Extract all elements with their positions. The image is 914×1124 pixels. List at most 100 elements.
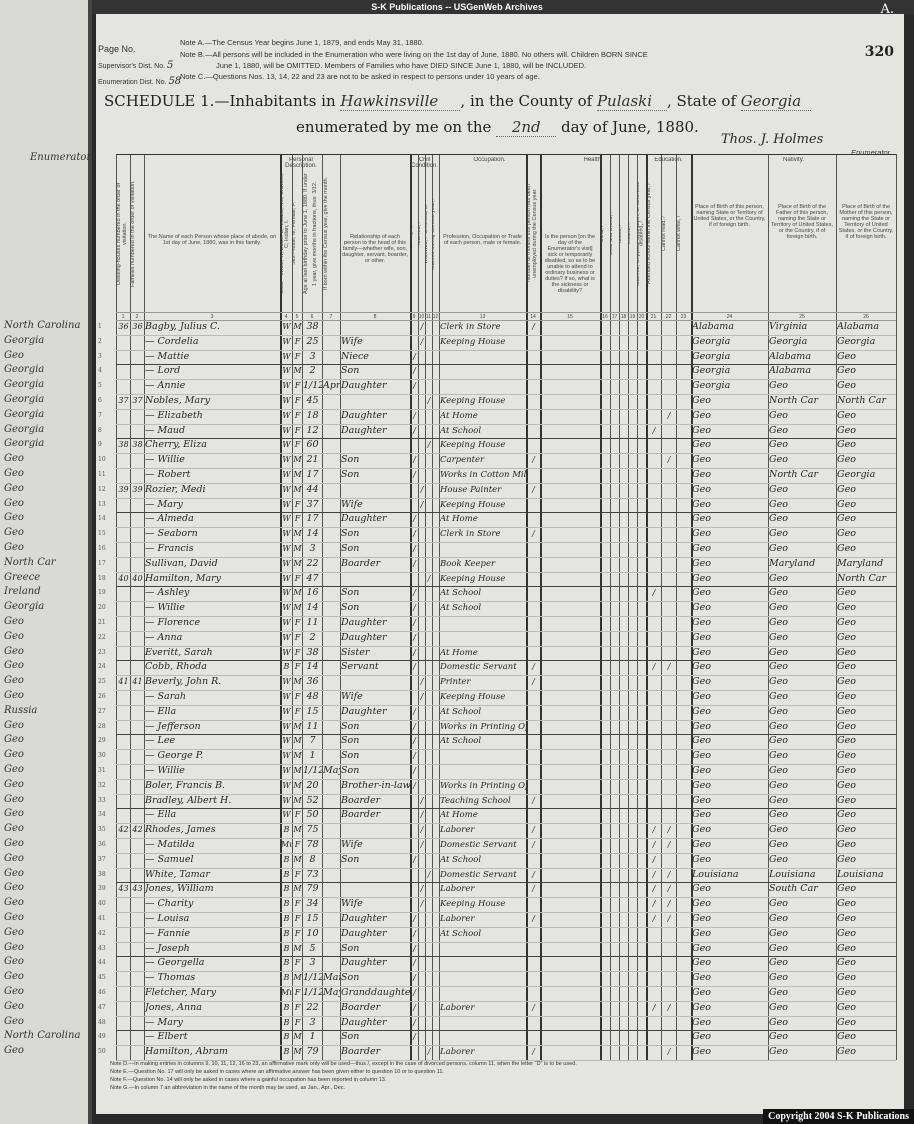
cell-col-13: At School xyxy=(440,588,482,599)
cell-col-21: / xyxy=(652,854,656,864)
left-facing-page: Enumerator. North Carolina Georgia Geo Geor… xyxy=(0,0,93,1124)
cell-col-14: / xyxy=(532,484,535,494)
cell-col-25: Geo xyxy=(769,824,788,836)
cell-col-6: 1/12 xyxy=(303,987,322,998)
cell-col-5: M xyxy=(293,1032,302,1042)
column-header-18: Idiotic, / xyxy=(619,224,623,243)
cell-col-3: — Francis xyxy=(145,543,194,554)
cell-col-26: Georgia xyxy=(837,335,876,347)
cell-col-3: — Mattie xyxy=(145,350,190,362)
cell-col-13: Keeping House xyxy=(440,573,506,584)
cell-col-8: Boarder xyxy=(341,557,381,569)
cell-col-26: Geo xyxy=(837,543,856,554)
cell-col-8: Sister xyxy=(341,646,370,658)
cell-col-4: W xyxy=(282,322,291,331)
cell-col-24: Geo xyxy=(692,735,711,747)
cell-col-26: Geo xyxy=(837,972,856,984)
cell-col-25: Geo xyxy=(769,409,788,421)
cell-col-9: / xyxy=(413,1002,416,1012)
row-number: 17 xyxy=(98,559,106,567)
cell-col-5: F xyxy=(294,381,301,391)
cell-col-4: W xyxy=(282,721,291,731)
cell-col-3: Bradley, Albert H. xyxy=(145,794,232,806)
column-divider xyxy=(144,154,145,1060)
cell-col-13: Domestic Servant xyxy=(440,840,517,850)
cell-col-24: Geo xyxy=(692,543,711,554)
cell-col-26: Geo xyxy=(837,1001,856,1013)
cell-col-24: Geo xyxy=(692,469,711,480)
enumerated-label: enumerated by me on the xyxy=(296,118,492,136)
cell-col-3: Beverly, John R. xyxy=(145,676,222,688)
cell-col-26: Geo xyxy=(837,424,856,436)
cell-col-8: Granddaughter xyxy=(341,987,410,998)
cell-col-9: / xyxy=(413,544,416,553)
cell-col-24: Geo xyxy=(692,898,711,910)
row-number: 33 xyxy=(98,796,106,804)
cell-col-6: 38 xyxy=(306,321,319,332)
cell-col-14: / xyxy=(532,322,535,331)
cell-col-5: M xyxy=(293,677,302,687)
cell-col-9: / xyxy=(413,410,416,420)
cell-col-6: 52 xyxy=(306,794,319,806)
cell-col-26: Geo xyxy=(837,1016,856,1028)
cell-col-4: W xyxy=(282,692,291,701)
left-page-entry: Geo xyxy=(4,468,24,479)
cell-col-4: W xyxy=(282,470,291,479)
row-number: 43 xyxy=(98,944,106,952)
cell-col-6: 50 xyxy=(306,809,319,821)
cell-col-8: Daughter xyxy=(341,1016,387,1028)
cell-col-4: W xyxy=(282,351,291,361)
cell-col-5: F xyxy=(294,573,301,583)
row-number: 37 xyxy=(98,855,106,863)
row-rule xyxy=(116,882,896,884)
cell-col-13: Clerk in Store xyxy=(440,322,501,332)
cell-col-25: Geo xyxy=(769,853,788,865)
cell-col-25: Alabama xyxy=(769,350,811,362)
cell-col-26: Geo xyxy=(837,409,856,421)
left-page-entry: Geo xyxy=(4,971,24,983)
cell-col-24: Geo xyxy=(692,557,711,569)
cell-col-3: — George P. xyxy=(145,750,204,762)
cell-col-9: / xyxy=(413,514,416,524)
cell-col-4: B xyxy=(283,825,290,835)
cell-col-14: / xyxy=(532,529,535,539)
cell-col-25: Geo xyxy=(769,779,788,791)
left-page-entry: Geo xyxy=(4,630,24,642)
cell-col-24: Geo xyxy=(692,765,711,776)
column-divider xyxy=(425,154,426,1060)
cell-col-22: / xyxy=(667,899,671,909)
cell-col-9: / xyxy=(413,529,416,539)
cell-col-5: M xyxy=(293,1047,302,1057)
cell-col-24: Geo xyxy=(692,809,711,821)
cell-col-26: Geo xyxy=(837,528,856,540)
row-number: 15 xyxy=(98,530,106,538)
group-header-personal: Personal Description. xyxy=(285,157,317,169)
cell-col-6: 79 xyxy=(306,1046,319,1058)
cell-col-13: Works in Cotton Mill xyxy=(440,470,526,480)
cell-col-24: Geo xyxy=(692,1046,711,1058)
cell-col-22: / xyxy=(667,825,671,835)
cell-col-4: B xyxy=(283,958,290,968)
column-divider xyxy=(836,154,837,1060)
cell-col-24: Geo xyxy=(692,395,711,406)
row-number: 44 xyxy=(98,959,106,967)
row-number: 11 xyxy=(98,471,106,478)
cell-col-8: Daughter xyxy=(341,409,387,421)
cell-col-13: Works in Printing Office xyxy=(440,780,526,791)
row-rule xyxy=(116,645,896,647)
cell-col-6: 20 xyxy=(306,779,319,791)
column-divider xyxy=(676,154,677,1060)
row-number: 31 xyxy=(98,767,106,774)
left-page-entry: Geo xyxy=(4,926,24,938)
left-page-entry: Geo xyxy=(4,734,24,746)
cell-col-5: M xyxy=(293,322,302,331)
row-rule xyxy=(116,616,896,617)
state-label: , State of xyxy=(666,92,737,110)
left-page-entry: North Car xyxy=(4,556,56,568)
cell-col-6: 1 xyxy=(309,750,316,762)
archive-banner: S-K Publications -- USGenWeb Archives xyxy=(0,0,914,14)
cell-col-25: Geo xyxy=(769,898,788,910)
cell-col-24: Georgia xyxy=(692,365,731,377)
cell-col-10: / xyxy=(420,484,424,494)
cell-col-25: Geo xyxy=(769,705,788,717)
